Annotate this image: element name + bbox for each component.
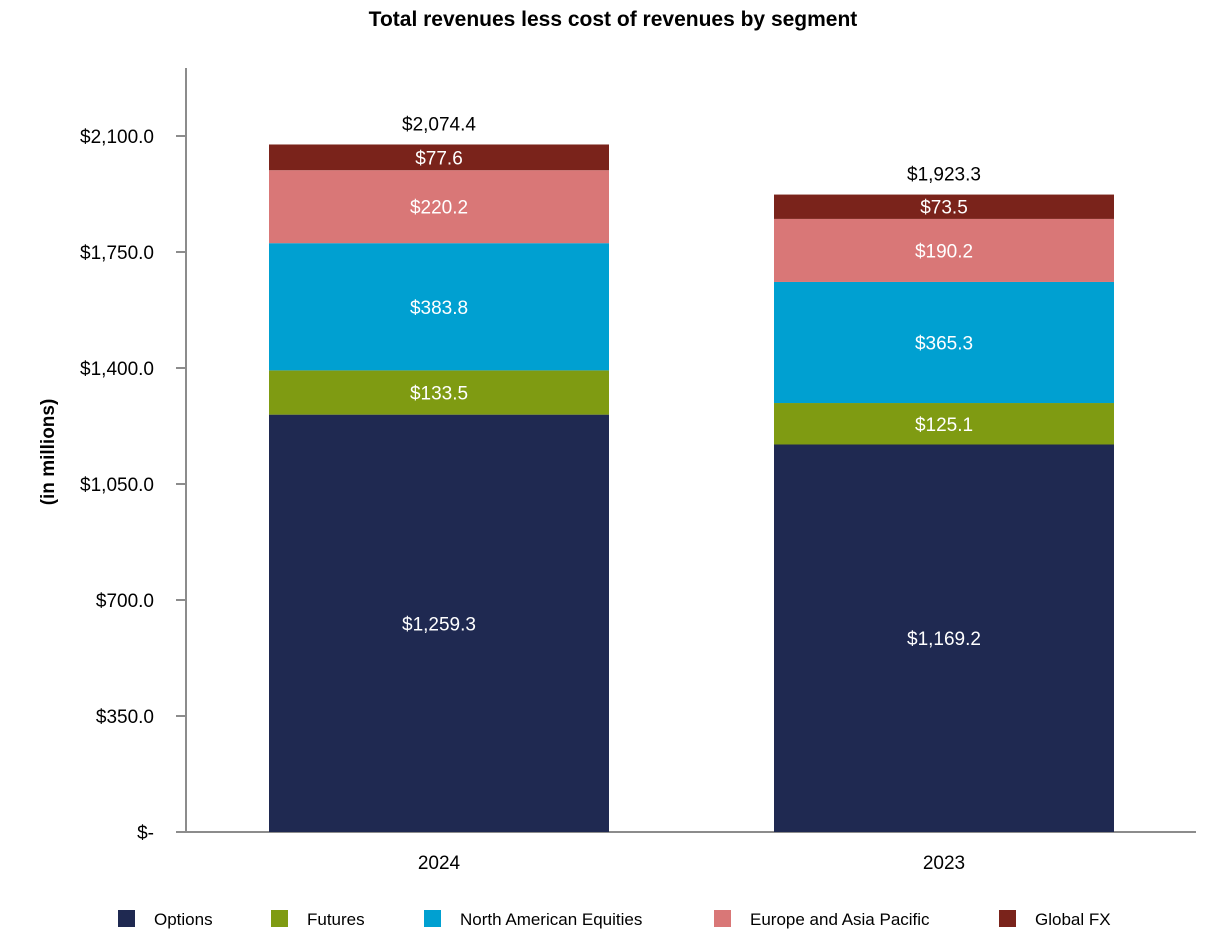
legend-label: Global FX (1035, 910, 1111, 929)
bar-segment-global-fx-2024 (269, 144, 609, 171)
x-tick-label: 2024 (418, 853, 461, 874)
legend-item-north-american-equities: North American Equities (424, 910, 642, 929)
y-tick-label: $1,400.0 (80, 359, 154, 380)
bar-segment-options-2023 (774, 444, 1114, 832)
legend-item-europe-and-asia-pacific: Europe and Asia Pacific (714, 910, 930, 929)
legend-swatch (714, 910, 731, 927)
y-tick-label: $1,050.0 (80, 475, 154, 496)
data-label: $133.5 (410, 384, 468, 405)
legend-swatch (999, 910, 1016, 927)
data-label: $365.3 (915, 333, 973, 354)
bar-segment-futures-2023 (774, 403, 1114, 445)
y-tick-label: $700.0 (96, 591, 154, 612)
total-label: $1,923.3 (907, 165, 981, 186)
bar-segment-futures-2024 (269, 370, 609, 415)
data-label: $220.2 (410, 198, 468, 219)
legend-swatch (118, 910, 135, 927)
y-tick-label: $- (137, 823, 154, 844)
bar-segment-north-american-equities-2024 (269, 243, 609, 371)
x-tick-label: 2023 (923, 853, 965, 874)
total-label: $2,074.4 (402, 114, 476, 135)
data-label: $190.2 (915, 241, 973, 262)
bar-segment-north-american-equities-2023 (774, 281, 1114, 404)
y-tick-label: $1,750.0 (80, 243, 154, 264)
bar-segment-global-fx-2023 (774, 194, 1114, 219)
legend: Options Futures North American Equities Eur… (118, 910, 1111, 929)
bars: $1,259.3 $133.5 $383.8 $220.2 $77.6 $2,074.4 $… (269, 114, 1114, 832)
y-tick-label: $2,100.0 (80, 127, 154, 148)
bar-segment-europe-and-asia-pacific-2023 (774, 218, 1114, 282)
data-label: $383.8 (410, 298, 468, 319)
data-label: $1,169.2 (907, 629, 981, 650)
bar-segment-options-2024 (269, 414, 609, 832)
legend-label: Futures (307, 910, 365, 929)
legend-swatch (424, 910, 441, 927)
bar-segment-europe-and-asia-pacific-2024 (269, 170, 609, 244)
legend-item-futures: Futures (271, 910, 365, 929)
legend-label: North American Equities (460, 910, 642, 929)
legend-item-options: Options (118, 910, 213, 929)
legend-label: Europe and Asia Pacific (750, 910, 930, 929)
data-label: $77.6 (415, 148, 463, 169)
y-axis-label: (in millions) (38, 399, 59, 506)
data-label: $1,259.3 (402, 614, 476, 635)
legend-swatch (271, 910, 288, 927)
y-tick-label: $350.0 (96, 707, 154, 728)
legend-item-global-fx: Global FX (999, 910, 1111, 929)
data-label: $73.5 (920, 198, 968, 219)
chart-title: Total revenues less cost of revenues by … (369, 8, 858, 31)
legend-label: Options (154, 910, 213, 929)
data-label: $125.1 (915, 415, 973, 436)
